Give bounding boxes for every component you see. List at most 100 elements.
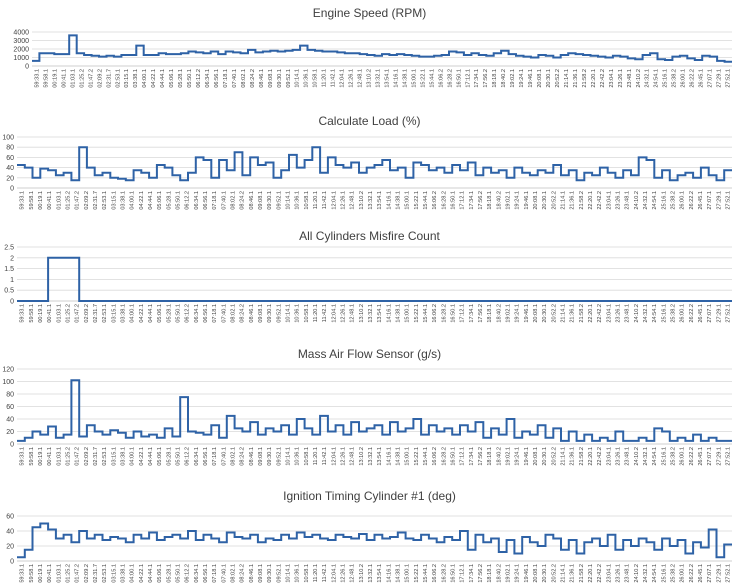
x-tick-label: 21:36.1 [573, 69, 579, 88]
x-tick-label: 14:16.1 [386, 191, 392, 210]
y-tick-label: 0 [25, 64, 29, 71]
x-tick-label: 05:50.1 [187, 69, 193, 88]
x-tick-label: 14:38.1 [402, 69, 408, 88]
x-tick-label: 16:50.1 [450, 564, 456, 583]
x-tick-label: 25:16.1 [663, 69, 669, 88]
x-tick-label: 27:07.1 [707, 447, 713, 466]
x-tick-label: 24:10.2 [634, 447, 640, 466]
y-tick-label: 1.5 [4, 266, 14, 273]
x-tick-label: 23:26.1 [618, 69, 624, 88]
chart-title: Ignition Timing Cylinder #1 (deg) [283, 489, 456, 503]
x-tick-label: 07:40.1 [221, 304, 227, 323]
x-tick-label: 17:34.1 [469, 447, 475, 466]
x-tick-label: 01:03.1 [56, 447, 62, 466]
x-tick-label: 15:00.1 [405, 447, 411, 466]
x-tick-label: 05:50.1 [175, 447, 181, 466]
x-tick-label: 01:25.2 [79, 69, 85, 88]
x-tick-label: 26:22.2 [689, 191, 695, 210]
x-tick-label: 16:50.1 [450, 447, 456, 466]
x-tick-label: 06:12.2 [185, 447, 191, 466]
x-tick-label: 08:46.1 [249, 447, 255, 466]
x-tick-label: 17:12.1 [460, 564, 466, 583]
x-tick-label: 16:06.2 [432, 191, 438, 210]
x-tick-label: 18:18.1 [487, 447, 493, 466]
x-tick-label: 24:32.1 [643, 447, 649, 466]
x-tick-label: 10:36.1 [295, 304, 301, 323]
x-tick-label: 59:33.1 [20, 191, 26, 210]
x-tick-label: 08:24.2 [240, 564, 246, 583]
x-tick-label: 21:36.1 [570, 304, 576, 323]
x-tick-label: 20:52.2 [551, 304, 557, 323]
x-tick-label: 03:15.1 [111, 564, 117, 583]
x-tick-label: 10:36.1 [304, 69, 310, 88]
x-tick-label: 02:31.7 [93, 191, 99, 210]
x-tick-label: 27:52.1 [725, 191, 731, 210]
x-tick-label: 24:54.1 [652, 191, 658, 210]
x-tick-label: 59:58.1 [29, 304, 35, 323]
x-tick-label: 08:02.1 [241, 69, 247, 88]
x-tick-label: 08:24.2 [250, 69, 256, 88]
x-tick-label: 00:41.1 [47, 191, 53, 210]
x-tick-label: 04:22.1 [139, 304, 145, 323]
chart-svg: 0 20 40 60 80 100 120 59:33.1 59:58.1 00:19.1 00:4… [2, 367, 732, 466]
chart-svg: 0 20 40 60 80 100 59:33.1 59:58.1 00:19.1 00:41.1… [2, 135, 732, 210]
x-tick-label: 13:10.2 [359, 447, 365, 466]
x-tick-label: 03:38.1 [120, 447, 126, 466]
x-tick-label: 59:58.1 [29, 447, 35, 466]
y-tick-label: 0 [10, 559, 14, 566]
x-tick-label: 24:54.1 [654, 69, 660, 88]
x-tick-label: 02:53.1 [102, 304, 108, 323]
x-tick-label: 24:54.1 [652, 564, 658, 583]
x-tick-label: 18:40.2 [496, 304, 502, 323]
x-tick-label: 25:38.2 [670, 564, 676, 583]
x-tick-label: 15:22.1 [414, 447, 420, 466]
x-tick-label: 01:47.2 [75, 304, 81, 323]
x-tick-label: 13:54.1 [377, 191, 383, 210]
y-tick-label: 2000 [13, 47, 29, 54]
x-tick-label: 13:54.1 [384, 69, 390, 88]
y-tick-label: 0 [10, 442, 14, 449]
x-tick-label: 03:15.1 [124, 69, 130, 88]
x-tick-label: 15:22.1 [414, 564, 420, 583]
x-tick-label: 22:42.2 [597, 564, 603, 583]
x-tick-label: 20:52.2 [555, 69, 561, 88]
x-tick-label: 23:04.1 [606, 191, 612, 210]
y-tick-label: 60 [6, 514, 14, 521]
x-tick-label: 12:26.1 [340, 304, 346, 323]
x-tick-label: 23:48.1 [625, 191, 631, 210]
x-tick-label: 22:42.2 [597, 304, 603, 323]
x-tick-label: 19:46.1 [528, 69, 534, 88]
x-tick-label: 01:25.2 [65, 447, 71, 466]
x-tick-label: 07:18.1 [212, 447, 218, 466]
y-tick-label: 4000 [13, 30, 29, 37]
x-tick-label: 15:00.1 [405, 191, 411, 210]
x-tick-label: 15:44.1 [423, 304, 429, 323]
x-tick-label: 09:08.1 [258, 447, 264, 466]
x-tick-label: 13:32.1 [368, 304, 374, 323]
x-tick-label: 06:12.2 [185, 304, 191, 323]
x-tick-label: 27:52.1 [725, 564, 731, 583]
x-tick-label: 06:56.1 [203, 304, 209, 323]
x-tick-label: 14:38.1 [395, 564, 401, 583]
y-tick-label: 0 [10, 299, 14, 306]
x-tick-label: 06:12.2 [185, 191, 191, 210]
x-tick-label: 07:18.1 [223, 69, 229, 88]
x-tick-label: 05:28.1 [166, 191, 172, 210]
x-tick-label: 21:14.1 [564, 69, 570, 88]
x-tick-label: 19:46.1 [524, 191, 530, 210]
x-tick-label: 10:58.1 [304, 191, 310, 210]
x-tick-label: 01:25.2 [65, 564, 71, 583]
x-tick-label: 09:52.1 [276, 191, 282, 210]
x-tick-label: 09:30.1 [267, 564, 273, 583]
x-tick-label: 06:56.1 [214, 69, 220, 88]
x-tick-label: 08:46.1 [249, 564, 255, 583]
x-tick-label: 00:19.1 [52, 69, 58, 88]
x-tick-label: 01:03.1 [70, 69, 76, 88]
x-tick-label: 17:56.2 [478, 304, 484, 323]
x-tick-label: 14:38.1 [395, 447, 401, 466]
x-tick-label: 16:06.2 [432, 304, 438, 323]
x-tick-label: 01:03.1 [56, 564, 62, 583]
series-line [17, 146, 732, 182]
x-tick-label: 06:12.2 [185, 564, 191, 583]
